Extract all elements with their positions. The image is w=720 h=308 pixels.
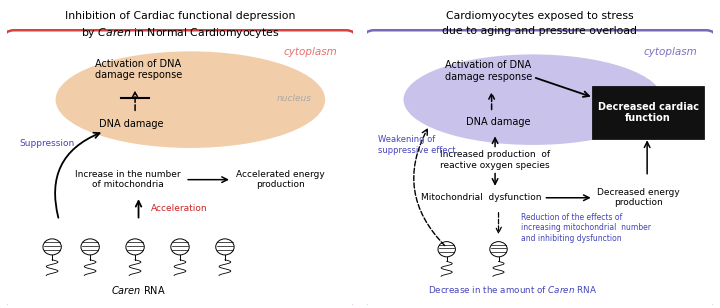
Text: nucleus: nucleus	[276, 94, 312, 103]
Text: Decreased energy
production: Decreased energy production	[597, 188, 680, 208]
Text: DNA damage: DNA damage	[99, 119, 164, 129]
Ellipse shape	[403, 55, 662, 145]
Text: Decrease in the amount of $\it{Caren}$ RNA: Decrease in the amount of $\it{Caren}$ R…	[428, 284, 597, 295]
Text: nucleus: nucleus	[612, 92, 647, 101]
Text: Mitochondrial  dysfunction: Mitochondrial dysfunction	[421, 193, 541, 202]
Text: Acceleration: Acceleration	[150, 204, 207, 213]
Text: cytoplasm: cytoplasm	[284, 47, 337, 57]
Text: Decreased cardiac
function: Decreased cardiac function	[598, 102, 698, 123]
Text: Increased production  of
reactive oxygen species: Increased production of reactive oxygen …	[440, 150, 550, 170]
Text: Increase in the number
of mitochondria: Increase in the number of mitochondria	[76, 170, 181, 189]
Text: Reduction of the effects of
increasing mitochondrial  number
and inhibiting dysf: Reduction of the effects of increasing m…	[521, 213, 651, 243]
Text: Weakening of
suppressive effect: Weakening of suppressive effect	[377, 135, 455, 155]
Text: Suppression: Suppression	[19, 139, 75, 148]
Text: by $\it{Caren}$ in Normal Cardiomyocytes: by $\it{Caren}$ in Normal Cardiomyocytes	[81, 26, 279, 40]
FancyBboxPatch shape	[4, 30, 356, 308]
Text: Accelerated energy
production: Accelerated energy production	[236, 170, 325, 189]
FancyBboxPatch shape	[364, 30, 716, 308]
Text: Inhibition of Cardiac functional depression: Inhibition of Cardiac functional depress…	[65, 10, 295, 21]
Text: DNA damage: DNA damage	[467, 117, 531, 127]
Text: Cardiomyocytes exposed to stress: Cardiomyocytes exposed to stress	[446, 10, 634, 21]
Text: $\it{Caren}$ RNA: $\it{Caren}$ RNA	[111, 284, 166, 296]
Text: Activation of DNA
damage response: Activation of DNA damage response	[444, 60, 532, 82]
Text: Activation of DNA
damage response: Activation of DNA damage response	[95, 59, 182, 80]
Text: cytoplasm: cytoplasm	[644, 47, 697, 57]
Text: due to aging and pressure overload: due to aging and pressure overload	[443, 26, 637, 36]
FancyBboxPatch shape	[592, 86, 704, 139]
Ellipse shape	[55, 51, 325, 148]
